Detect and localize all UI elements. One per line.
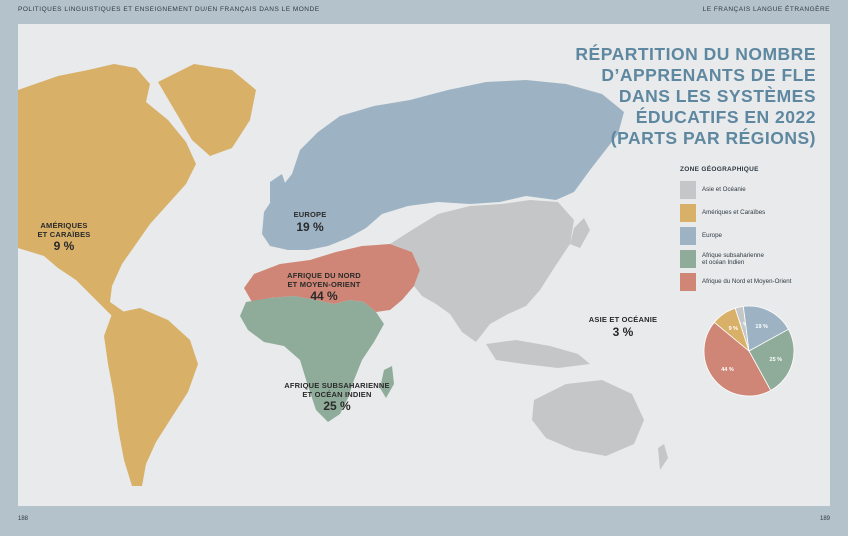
label-subsahara-pct: 25 % bbox=[323, 399, 351, 413]
label-asia-pct: 3 % bbox=[612, 324, 634, 339]
legend-item-subsahara: Afrique subsaharienne et océan Indien bbox=[680, 248, 830, 270]
label-americas-name-2: ET CARAÏBES bbox=[37, 229, 91, 239]
legend-item-asia: Asie et Océanie bbox=[680, 179, 830, 201]
pie-label-mena: 44 % bbox=[721, 367, 734, 373]
label-subsahara-name-2: ET OCÉAN INDIEN bbox=[302, 389, 372, 399]
pie-slice-europe bbox=[742, 305, 789, 352]
pie-slice-mena bbox=[703, 321, 772, 397]
europe-russia-shape bbox=[262, 80, 624, 250]
legend-label-subsahara: Afrique subsaharienne et océan Indien bbox=[702, 251, 764, 267]
legend-swatch-mena bbox=[680, 273, 696, 291]
label-asia: ASIE ET OCÉANIE 3 % bbox=[578, 315, 668, 339]
region-americas bbox=[18, 64, 256, 486]
legend-swatch-americas bbox=[680, 204, 696, 222]
label-mena-name-2: ET MOYEN-ORIENT bbox=[287, 279, 361, 289]
title-line-5: (PARTS PAR RÉGIONS) bbox=[610, 128, 816, 148]
label-asia-name: ASIE ET OCÉANIE bbox=[588, 315, 658, 324]
asia-shape bbox=[390, 200, 574, 342]
uk-shape bbox=[270, 174, 288, 208]
region-europe bbox=[262, 80, 624, 250]
pie-slice-americas bbox=[713, 307, 750, 353]
title-line-2: D’APPRENANTS DE FLE bbox=[601, 65, 816, 85]
label-americas-name-1: AMÉRIQUES bbox=[40, 221, 88, 230]
legend: ZONE GÉOGRAPHIQUE Asie et Océanie Amériq… bbox=[680, 166, 830, 294]
label-americas-pct: 9 % bbox=[53, 239, 75, 253]
legend-label-americas: Amériques et Caraïbes bbox=[702, 209, 766, 217]
australia-shape bbox=[532, 380, 644, 456]
title-line-3: DANS LES SYSTÈMES bbox=[618, 86, 816, 106]
label-mena: AFRIQUE DU NORD ET MOYEN-ORIENT 44 % bbox=[274, 271, 374, 303]
legend-item-mena: Afrique du Nord et Moyen-Orient bbox=[680, 271, 830, 293]
new-zealand-shape bbox=[658, 444, 668, 470]
legend-label-mena: Afrique du Nord et Moyen-Orient bbox=[702, 278, 792, 286]
label-europe-name: EUROPE bbox=[293, 210, 327, 219]
label-europe-pct: 19 % bbox=[296, 219, 324, 234]
legend-swatch-europe bbox=[680, 227, 696, 245]
label-mena-name-1: AFRIQUE DU NORD bbox=[287, 271, 361, 280]
pie-slice-subsahara bbox=[748, 328, 795, 391]
region-subsahara bbox=[240, 296, 394, 422]
pie-label-americas: 9 % bbox=[729, 326, 739, 332]
page-number-left: 188 bbox=[18, 516, 29, 522]
legend-label-europe: Europe bbox=[702, 232, 722, 240]
south-america-shape bbox=[104, 308, 198, 486]
japan-shape bbox=[570, 218, 590, 248]
page-title: RÉPARTITION DU NOMBRE D’APPRENANTS DE FL… bbox=[486, 44, 816, 149]
legend-swatch-asia bbox=[680, 181, 696, 199]
page-number-right: 189 bbox=[819, 516, 830, 522]
indonesia-shape bbox=[486, 340, 590, 368]
legend-label-asia: Asie et Océanie bbox=[702, 186, 746, 194]
world-map bbox=[18, 64, 668, 486]
title-line-4: ÉDUCATIFS EN 2022 bbox=[635, 107, 816, 127]
legend-item-americas: Amériques et Caraïbes bbox=[680, 202, 830, 224]
header-right: LE FRANÇAIS LANGUE ÉTRANGÈRE bbox=[702, 6, 830, 13]
legend-item-europe: Europe bbox=[680, 225, 830, 247]
title-line-1: RÉPARTITION DU NOMBRE bbox=[575, 44, 816, 64]
greenland-shape bbox=[158, 64, 256, 156]
label-subsahara-name-1: AFRIQUE SUBSAHARIENNE bbox=[284, 381, 390, 390]
subsahara-shape bbox=[240, 296, 384, 422]
pie-chart: 3 % 19 % 25 % 44 % 9 % bbox=[703, 305, 795, 397]
label-americas: AMÉRIQUES ET CARAÏBES 9 % bbox=[28, 221, 100, 253]
map-panel: RÉPARTITION DU NOMBRE D’APPRENANTS DE FL… bbox=[18, 24, 830, 506]
mena-shape bbox=[244, 244, 420, 312]
label-subsahara: AFRIQUE SUBSAHARIENNE ET OCÉAN INDIEN 25… bbox=[272, 381, 402, 413]
north-america-shape bbox=[18, 64, 196, 324]
label-europe: EUROPE 19 % bbox=[280, 210, 340, 234]
legend-title: ZONE GÉOGRAPHIQUE bbox=[680, 166, 759, 173]
pie-label-subsahara: 25 % bbox=[770, 357, 783, 363]
label-mena-pct: 44 % bbox=[310, 289, 338, 303]
pie-label-asia: 3 % bbox=[738, 322, 748, 328]
header-left: POLITIQUES LINGUISTIQUES ET ENSEIGNEMENT… bbox=[18, 6, 320, 13]
region-mena bbox=[244, 244, 420, 312]
madagascar-shape bbox=[380, 366, 394, 398]
pie-label-europe: 19 % bbox=[755, 324, 768, 330]
legend-swatch-subsahara bbox=[680, 250, 696, 268]
region-asia bbox=[390, 200, 668, 470]
